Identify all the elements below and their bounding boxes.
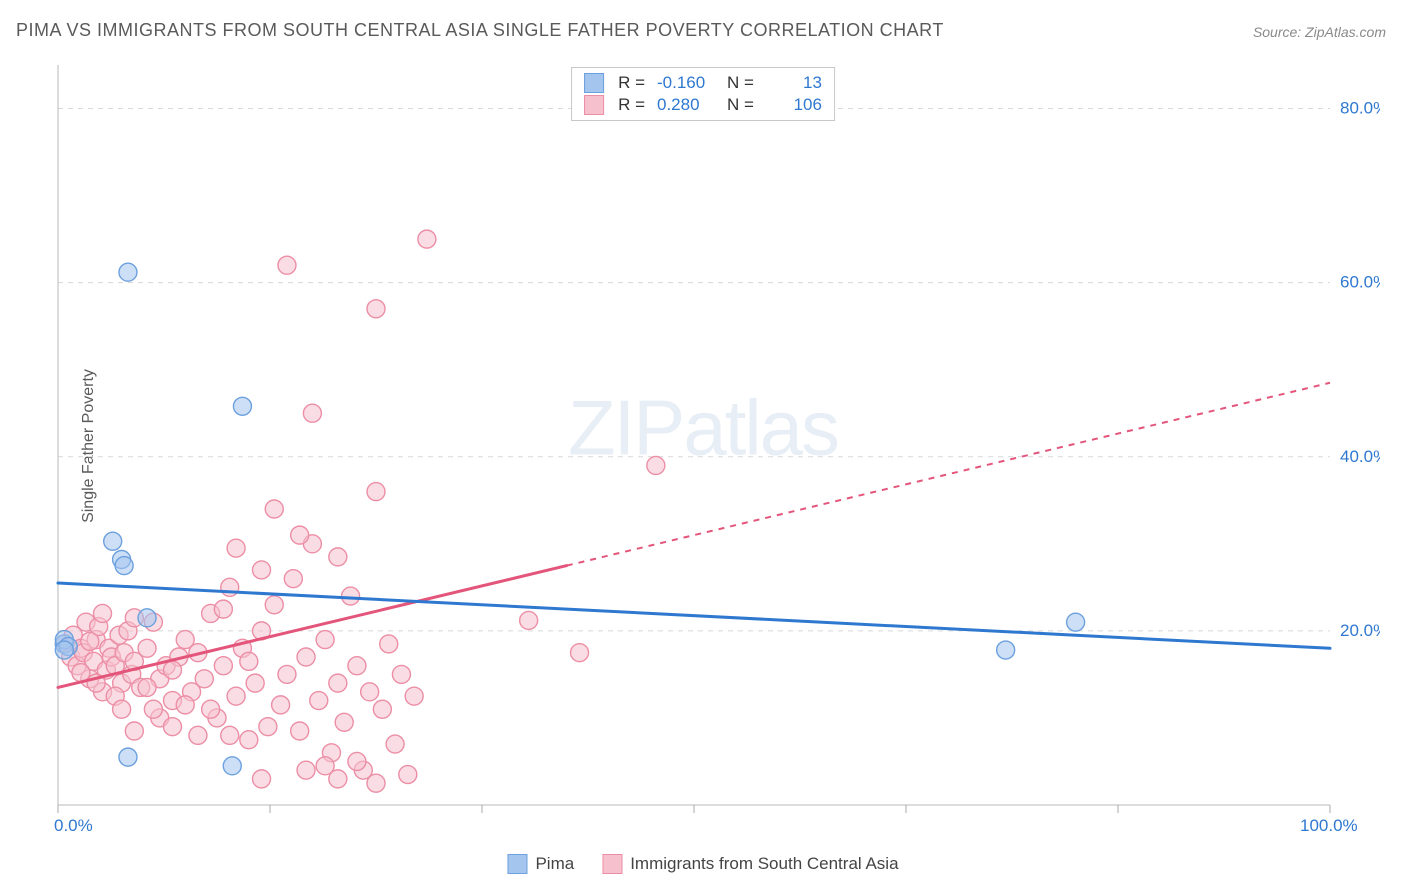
legend-swatch-a (584, 73, 604, 93)
legend-stats-row-a: R =-0.160 N =13 (584, 72, 822, 94)
legend-label-a: Pima (535, 854, 574, 874)
legend-label-b: Immigrants from South Central Asia (630, 854, 898, 874)
chart-svg: 20.0% 40.0% 60.0% 80.0% 0.0% 100.0% (50, 65, 1380, 838)
legend-item-a: Pima (507, 854, 574, 874)
legend-swatch-bottom-a (507, 854, 527, 874)
svg-text:0.0%: 0.0% (54, 816, 93, 835)
svg-text:100.0%: 100.0% (1300, 816, 1358, 835)
source-attribution: Source: ZipAtlas.com (1253, 24, 1386, 40)
svg-text:80.0%: 80.0% (1340, 99, 1380, 118)
chart-title: PIMA VS IMMIGRANTS FROM SOUTH CENTRAL AS… (16, 20, 944, 41)
svg-text:20.0%: 20.0% (1340, 621, 1380, 640)
svg-text:40.0%: 40.0% (1340, 447, 1380, 466)
legend-stats-row-b: R =0.280 N =106 (584, 94, 822, 116)
legend-swatch-b (584, 95, 604, 115)
legend-swatch-bottom-b (602, 854, 622, 874)
svg-text:60.0%: 60.0% (1340, 273, 1380, 292)
bottom-legend: Pima Immigrants from South Central Asia (507, 854, 898, 874)
legend-item-b: Immigrants from South Central Asia (602, 854, 898, 874)
chart-area: 20.0% 40.0% 60.0% 80.0% 0.0% 100.0% (50, 65, 1380, 838)
legend-stats-box: R =-0.160 N =13 R =0.280 N =106 (571, 67, 835, 121)
